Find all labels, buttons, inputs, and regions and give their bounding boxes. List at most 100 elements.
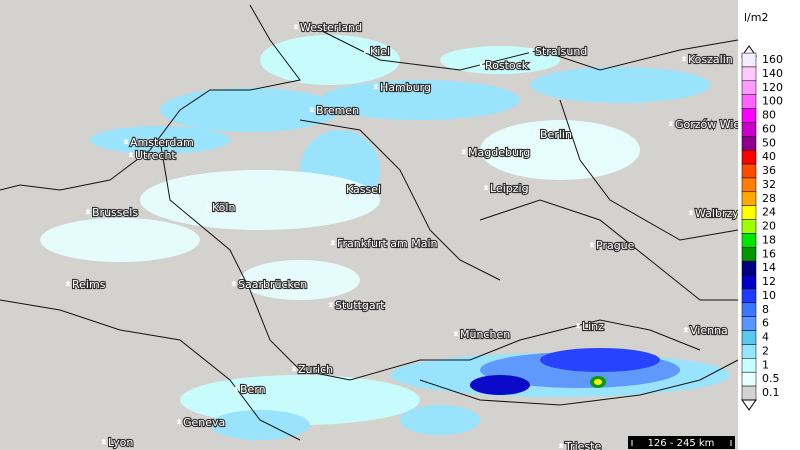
legend-label: 160 (762, 53, 783, 66)
legend-swatch (741, 219, 757, 234)
legend-swatch (741, 108, 757, 123)
city-label: Frankfurt am Main (337, 237, 438, 250)
city-label: Koszalin (688, 53, 733, 66)
city-marker (328, 302, 334, 308)
city-marker (339, 186, 345, 192)
legend-swatch (741, 358, 757, 373)
scale-bar-box (628, 436, 735, 449)
city-marker (205, 204, 211, 210)
legend: 1601401201008060504036322824201816141210… (741, 45, 783, 411)
legend-label: 6 (762, 317, 769, 330)
city-marker (176, 419, 182, 425)
borders (0, 4, 739, 441)
legend-label: 1 (762, 358, 769, 371)
legend-label: 24 (762, 206, 776, 219)
legend-label: 140 (762, 67, 783, 80)
legend-label: 40 (762, 150, 776, 163)
legend-label: 14 (762, 261, 776, 274)
city-label: Zurich (298, 363, 333, 376)
city-label: Prague (596, 239, 635, 252)
legend-swatch (741, 66, 757, 82)
city-marker (128, 152, 134, 158)
legend-swatch (741, 316, 757, 331)
scale-bar-label: 126 - 245 km (648, 438, 715, 449)
city-label: München (460, 328, 510, 341)
legend-swatch (741, 191, 757, 206)
legend-label: 80 (762, 109, 776, 122)
legend-label: 4 (762, 331, 769, 344)
legend-swatch (741, 344, 757, 359)
city-marker (533, 131, 539, 137)
legend-label: 2 (762, 344, 769, 357)
city-label: Utrecht (135, 149, 176, 162)
legend-swatch (741, 385, 757, 401)
city-label: Stuttgart (335, 299, 385, 312)
city-label: Köln (212, 201, 235, 214)
city-label: Bern (240, 383, 266, 396)
city-label: Lyon (108, 436, 133, 449)
city-marker (85, 209, 91, 215)
city-label: Kiel (370, 45, 390, 58)
legend-unit: l/m2 (744, 11, 768, 24)
legend-swatch (741, 52, 757, 68)
legend-swatch (741, 371, 757, 387)
city-marker (461, 149, 467, 155)
legend-swatch (741, 94, 757, 109)
legend-label: 28 (762, 192, 776, 205)
city-label: Kassel (346, 183, 381, 196)
city-marker (123, 139, 129, 145)
legend-swatch (741, 80, 757, 95)
legend-arrow-bottom (741, 399, 757, 411)
legend-swatch (741, 163, 757, 179)
legend-label: 36 (762, 164, 776, 177)
legend-swatch (741, 122, 757, 137)
city-label: Trieste (564, 440, 601, 450)
city-labels: Westerland Kiel Stralsund Rostock Koszalin Ha… (65, 20, 789, 450)
city-marker (65, 281, 71, 287)
city-label: Vienna (690, 324, 728, 337)
city-marker (363, 48, 369, 54)
city-marker (558, 443, 564, 449)
city-label: Hamburg (380, 81, 431, 94)
legend-swatch (741, 302, 757, 317)
legend-label: 32 (762, 178, 776, 191)
city-label: Linz (582, 320, 604, 333)
legend-swatch (741, 288, 757, 304)
legend-label: 60 (762, 122, 776, 135)
city-label: Bremen (316, 104, 359, 117)
city-label: Westerland (300, 21, 362, 34)
city-marker (373, 84, 379, 90)
city-label: Rostock (485, 59, 529, 72)
legend-swatch (741, 177, 757, 193)
legend-label: 20 (762, 220, 776, 233)
city-marker (478, 62, 484, 68)
city-marker (291, 366, 297, 372)
legend-label: 12 (762, 275, 776, 288)
city-marker (233, 386, 239, 392)
city-label: Berlin (540, 128, 572, 141)
legend-label: 50 (762, 136, 776, 149)
city-marker (293, 24, 299, 30)
legend-swatch (741, 205, 757, 220)
city-label: Saarbrücken (238, 278, 307, 291)
legend-label: 10 (762, 289, 776, 302)
city-marker (575, 323, 581, 329)
city-marker (330, 240, 336, 246)
legend-label: 120 (762, 81, 783, 94)
legend-swatch (741, 247, 757, 262)
city-marker (101, 439, 107, 445)
legend-swatch (741, 330, 757, 345)
city-marker (231, 281, 237, 287)
legend-swatch (741, 233, 757, 248)
legend-label: 16 (762, 247, 776, 260)
city-label: Reims (72, 278, 106, 291)
legend-label: 100 (762, 95, 783, 108)
legend-swatch (741, 136, 757, 151)
legend-swatch (741, 149, 757, 165)
city-marker (681, 56, 687, 62)
city-label: Amsterdam (130, 136, 194, 149)
city-marker (483, 185, 489, 191)
city-marker (528, 48, 534, 54)
